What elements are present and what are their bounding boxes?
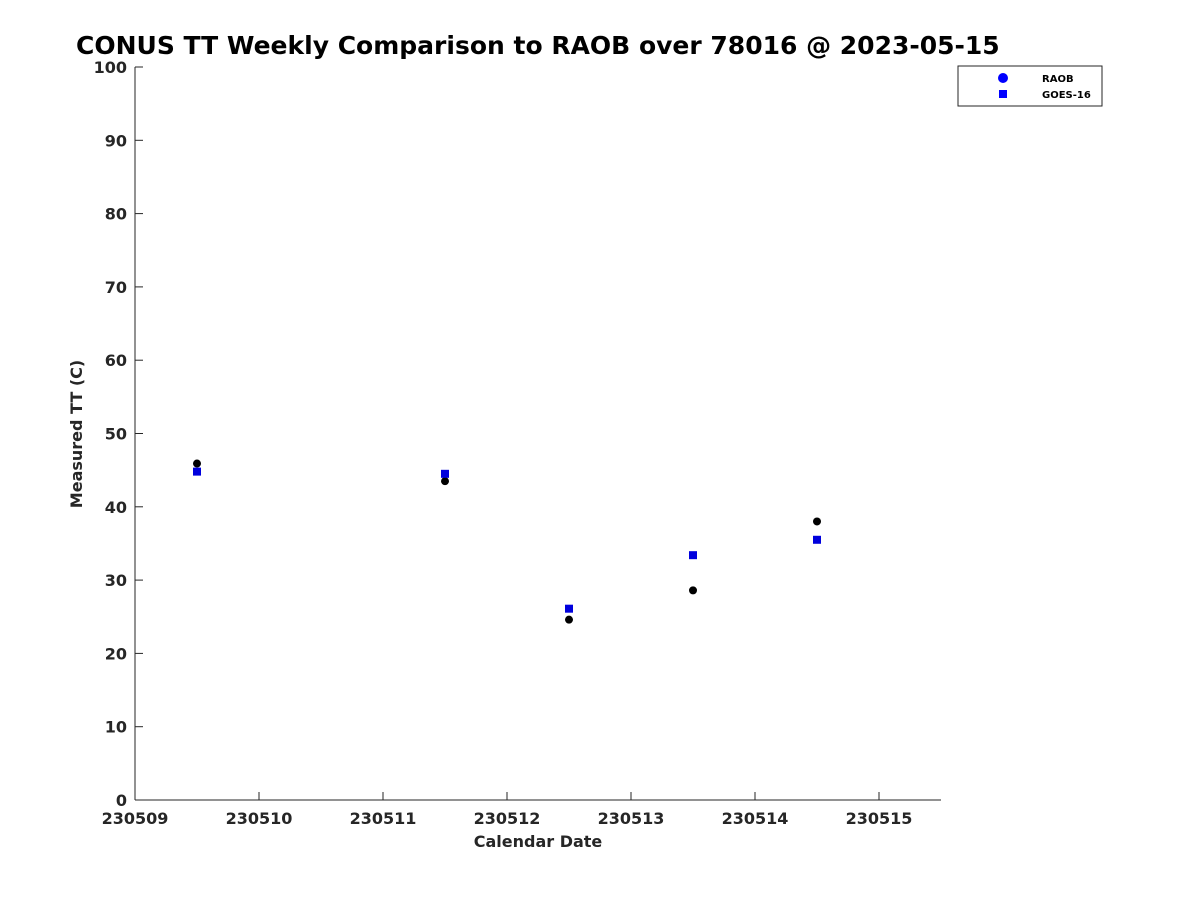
legend-label-raob: RAOB (1042, 74, 1074, 85)
x-tick-label: 230515 (846, 809, 913, 828)
y-axis-ticks: 0 10 20 30 40 50 60 70 80 90 100 (94, 58, 143, 810)
legend-label-goes-16: GOES-16 (1042, 90, 1091, 101)
y-tick-label: 100 (94, 58, 127, 77)
y-tick-label: 50 (105, 425, 127, 444)
goes-16-point (441, 469, 449, 478)
goes-16-point (689, 551, 697, 560)
chart-title: CONUS TT Weekly Comparison to RAOB over … (76, 31, 1000, 60)
x-tick-label: 230510 (226, 809, 293, 828)
y-tick-label: 30 (105, 571, 127, 590)
legend-marker-goes-16 (999, 90, 1007, 98)
axes (134, 67, 941, 801)
legend-marker-raob (998, 73, 1008, 83)
y-tick-label: 80 (105, 205, 127, 224)
y-tick-label: 20 (105, 644, 127, 663)
raob-point (813, 517, 821, 526)
y-tick-label: 60 (105, 351, 127, 370)
x-axis-label: Calendar Date (474, 832, 603, 851)
x-axis-ticks: 230509 230510 230511 230512 230513 230514 2305… (102, 792, 913, 828)
y-axis-label: Measured TT (C) (67, 360, 86, 508)
y-tick-label: 90 (105, 131, 127, 150)
legend-box (957, 65, 1103, 107)
x-tick-label: 230511 (350, 809, 417, 828)
raob-point (441, 477, 449, 486)
y-tick-label: 0 (116, 791, 127, 810)
y-tick-label: 70 (105, 278, 127, 297)
x-tick-label: 230514 (722, 809, 789, 828)
x-tick-label: 230513 (598, 809, 665, 828)
raob-point (565, 615, 573, 624)
y-tick-label: 10 (105, 718, 127, 737)
data-points (193, 459, 821, 624)
x-tick-label: 230512 (474, 809, 541, 828)
x-tick-label: 230509 (102, 809, 169, 828)
goes-16-point (193, 467, 201, 476)
raob-point (193, 459, 201, 468)
goes-16-point (813, 535, 821, 544)
goes-16-point (565, 604, 573, 613)
raob-point (689, 586, 697, 595)
y-tick-label: 40 (105, 498, 127, 517)
legend: RAOB GOES-16 (957, 65, 1103, 107)
